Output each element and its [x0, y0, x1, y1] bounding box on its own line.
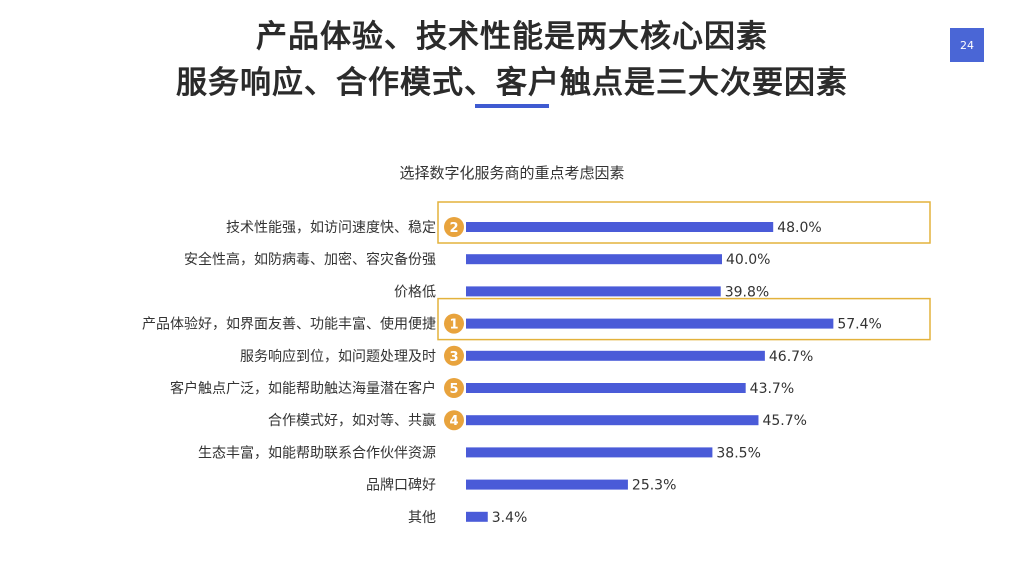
bar [466, 511, 488, 522]
value-label: 43.7% [750, 381, 794, 397]
category-label: 技术性能强，如访问速度快、稳定 [226, 220, 436, 236]
rank-badge-circle [444, 345, 464, 366]
value-label: 39.8% [725, 284, 769, 300]
rank-badge-circle [444, 217, 464, 237]
headline-line-1: 产品体验、技术性能是两大核心因素 [256, 19, 768, 55]
value-label: 46.7% [769, 349, 813, 365]
bar [466, 447, 713, 458]
bar [466, 383, 746, 393]
bar [466, 254, 722, 265]
page-number-badge: 24 [950, 28, 984, 62]
category-label: 客户触点广泛，如能帮助触达海量潜在客户 [170, 380, 436, 397]
value-label: 3.4% [492, 510, 528, 526]
chart-title: 选择数字化服务商的重点考虑因素 [399, 164, 624, 182]
bar [466, 479, 628, 490]
title-underline [475, 104, 549, 108]
rank-badge-number: 4 [449, 414, 458, 429]
highlight-box [437, 297, 931, 341]
category-label: 价格低 [394, 284, 436, 300]
bar [466, 415, 759, 426]
rank-badge-circle [444, 410, 464, 431]
bar [466, 350, 765, 361]
value-label: 57.4% [837, 317, 881, 333]
highlight-box [437, 201, 931, 244]
rank-badge-number: 3 [449, 350, 458, 365]
category-label: 服务响应到位，如问题处理及时 [240, 348, 436, 365]
rank-badge-number: 1 [449, 318, 458, 333]
rank-badge-circle [444, 313, 464, 334]
rank-badge-circle [444, 378, 464, 398]
bar [466, 286, 721, 297]
value-label: 48.0% [777, 220, 821, 236]
category-label: 安全性高，如防病毒、加密、容灾备份强 [184, 251, 436, 268]
category-label: 品牌口碑好 [366, 477, 436, 494]
value-label: 25.3% [632, 478, 676, 494]
category-label: 生态丰富，如能帮助联系合作伙伴资源 [198, 444, 436, 461]
value-label: 38.5% [716, 445, 760, 461]
rank-badge-number: 2 [449, 221, 458, 236]
value-label: 45.7% [762, 413, 806, 429]
value-label: 40.0% [726, 252, 770, 268]
category-label: 合作模式好，如对等、共赢 [268, 412, 436, 429]
headline-line-2: 服务响应、合作模式、客户触点是三大次要因素 [176, 65, 848, 101]
rank-badge-number: 5 [449, 382, 458, 397]
slide-headline: 产品体验、技术性能是两大核心因素 服务响应、合作模式、客户触点是三大次要因素 [0, 14, 1024, 106]
bar [466, 222, 774, 232]
bar [466, 318, 834, 329]
category-label: 其他 [408, 510, 436, 526]
category-label: 产品体验好，如界面友善、功能丰富、使用便捷 [142, 316, 436, 333]
